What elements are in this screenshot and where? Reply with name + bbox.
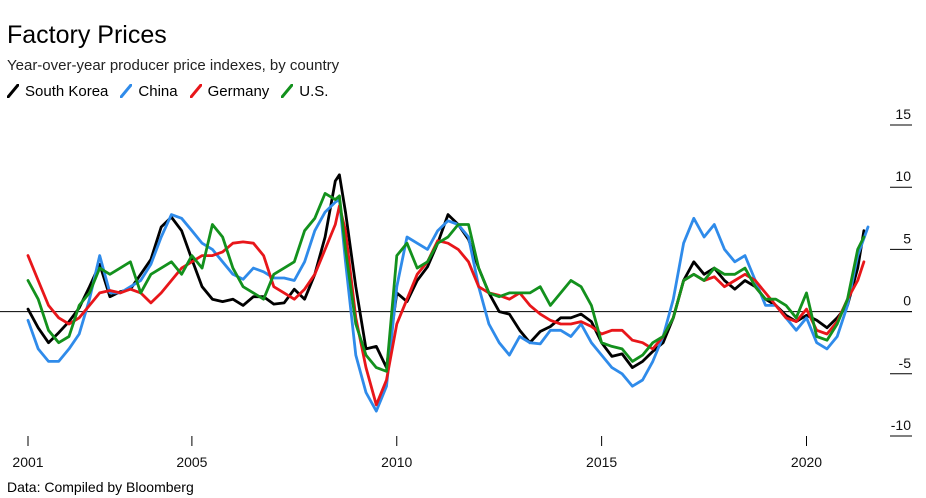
source-note: Data: Compiled by Bloomberg: [7, 479, 194, 495]
legend-label-south-korea: South Korea: [25, 82, 109, 100]
legend-label-us: U.S.: [299, 82, 329, 100]
x-tick-label: 2020: [791, 454, 822, 470]
legend: South Korea China Germany U.S.: [7, 81, 340, 101]
y-tick-label: -5: [899, 355, 912, 371]
series-layer: [26, 173, 870, 413]
legend-swatch-germany: [189, 84, 202, 98]
legend-item-china: China: [120, 82, 178, 100]
chart-title: Factory Prices: [7, 21, 167, 49]
legend-item-us: U.S.: [281, 83, 328, 100]
x-tick-label: 2015: [586, 454, 617, 470]
y-tick-label: -10: [891, 417, 911, 433]
legend-swatch-china: [120, 84, 133, 98]
legend-item-germany: Germany: [189, 82, 270, 100]
legend-label-china: China: [138, 82, 178, 100]
y-tick-label: 10: [895, 168, 911, 184]
series-line-germany: [26, 204, 866, 407]
x-tick-label: 2010: [381, 454, 412, 470]
legend-item-south-korea: South Korea: [7, 83, 108, 100]
y-tick-label: 0: [903, 293, 911, 309]
chart-subtitle: Year-over-year producer price indexes, b…: [7, 57, 340, 74]
legend-swatch-south-korea: [7, 84, 19, 98]
legend-swatch-us: [281, 84, 294, 98]
x-tick-label: 2001: [12, 454, 43, 470]
legend-label-germany: Germany: [207, 82, 270, 100]
y-axis: 15 10 5 0 -5 -10: [0, 106, 912, 437]
series-line-u-s: [26, 192, 866, 373]
y-tick-label: 5: [903, 230, 911, 246]
y-tick-label: 15: [895, 106, 911, 122]
x-tick-label: 2005: [176, 454, 207, 470]
series-line-china: [26, 198, 870, 413]
x-axis: 2001 2005 2010 2015 2020: [12, 436, 822, 470]
